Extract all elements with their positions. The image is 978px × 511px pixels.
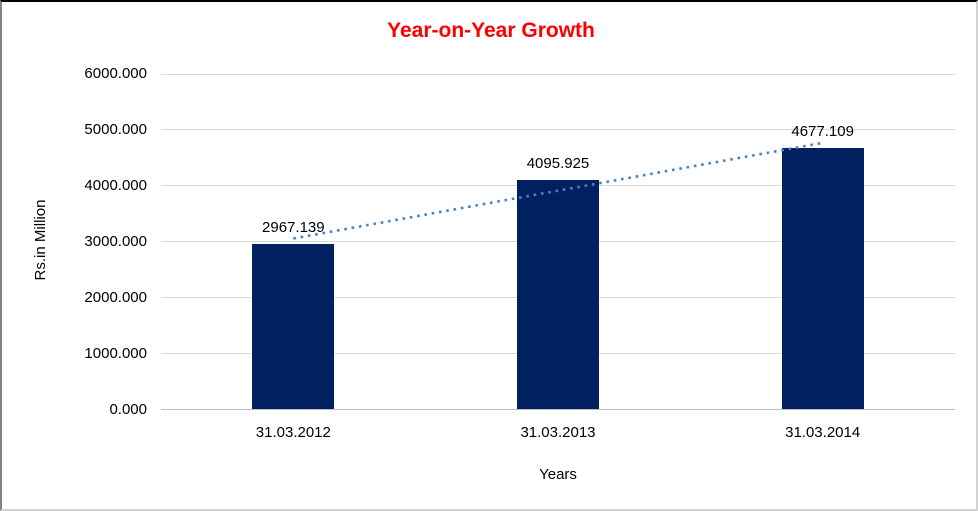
x-tick-label: 31.03.2013 xyxy=(520,423,596,441)
bar-value-label: 2967.139 xyxy=(262,218,325,236)
x-axis-title: Years xyxy=(539,466,577,483)
y-tick-label: 1000.000 xyxy=(84,344,147,362)
y-tick-label: 4000.000 xyxy=(84,176,147,194)
bar xyxy=(517,180,599,410)
chart-title: Year-on-Year Growth xyxy=(387,19,595,42)
y-tick-label: 2000.000 xyxy=(84,288,147,306)
gridline xyxy=(161,129,955,131)
gridline xyxy=(161,73,955,75)
y-tick-label: 6000.000 xyxy=(84,65,147,82)
x-tick-label: 31.03.2014 xyxy=(785,423,861,441)
y-tick-label: 0.000 xyxy=(109,400,147,418)
x-tick-label: 31.03.2012 xyxy=(255,423,331,441)
x-axis-line xyxy=(161,409,955,410)
y-tick-label: 3000.000 xyxy=(84,232,147,250)
bar xyxy=(252,243,335,410)
bar-value-label: 4095.925 xyxy=(526,155,590,173)
bar-value-label: 4677.109 xyxy=(791,122,854,140)
bar xyxy=(781,147,864,410)
y-tick-label: 5000.000 xyxy=(84,120,147,138)
